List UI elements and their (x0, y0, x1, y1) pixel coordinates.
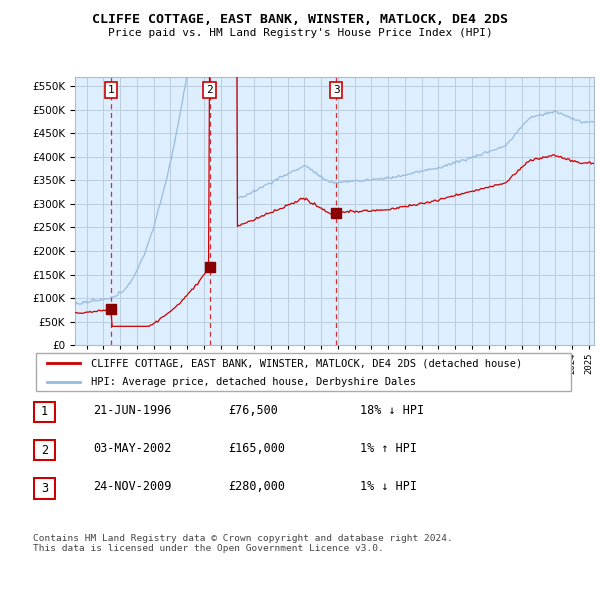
Text: CLIFFE COTTAGE, EAST BANK, WINSTER, MATLOCK, DE4 2DS: CLIFFE COTTAGE, EAST BANK, WINSTER, MATL… (92, 13, 508, 26)
Text: 18% ↓ HPI: 18% ↓ HPI (360, 404, 424, 417)
Text: £165,000: £165,000 (228, 442, 285, 455)
Text: Price paid vs. HM Land Registry's House Price Index (HPI): Price paid vs. HM Land Registry's House … (107, 28, 493, 38)
Text: £280,000: £280,000 (228, 480, 285, 493)
Text: 24-NOV-2009: 24-NOV-2009 (93, 480, 172, 493)
Text: HPI: Average price, detached house, Derbyshire Dales: HPI: Average price, detached house, Derb… (91, 378, 416, 387)
FancyBboxPatch shape (34, 402, 55, 422)
FancyBboxPatch shape (35, 353, 571, 391)
Text: 1: 1 (108, 85, 115, 95)
Text: 3: 3 (41, 482, 48, 495)
Text: 03-MAY-2002: 03-MAY-2002 (93, 442, 172, 455)
Text: 1% ↓ HPI: 1% ↓ HPI (360, 480, 417, 493)
Text: 2: 2 (41, 444, 48, 457)
Text: 3: 3 (333, 85, 340, 95)
FancyBboxPatch shape (34, 440, 55, 460)
Text: 1% ↑ HPI: 1% ↑ HPI (360, 442, 417, 455)
FancyBboxPatch shape (34, 478, 55, 499)
Text: 21-JUN-1996: 21-JUN-1996 (93, 404, 172, 417)
Text: 2: 2 (206, 85, 213, 95)
Text: 1: 1 (41, 405, 48, 418)
Text: Contains HM Land Registry data © Crown copyright and database right 2024.
This d: Contains HM Land Registry data © Crown c… (33, 534, 453, 553)
Text: £76,500: £76,500 (228, 404, 278, 417)
Text: CLIFFE COTTAGE, EAST BANK, WINSTER, MATLOCK, DE4 2DS (detached house): CLIFFE COTTAGE, EAST BANK, WINSTER, MATL… (91, 359, 522, 369)
